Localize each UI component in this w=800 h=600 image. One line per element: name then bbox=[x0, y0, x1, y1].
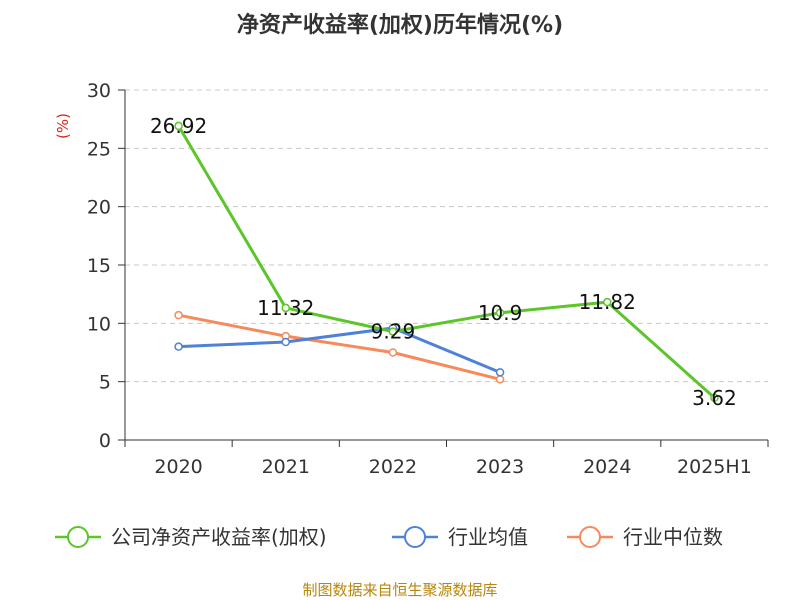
legend-marker bbox=[579, 526, 601, 548]
series-line-1 bbox=[178, 326, 501, 374]
x-tick-label: 2020 bbox=[154, 456, 202, 478]
x-tick-label: 2023 bbox=[476, 456, 524, 478]
data-point bbox=[174, 121, 183, 131]
legend-marker bbox=[67, 526, 89, 548]
data-point bbox=[603, 297, 612, 307]
legend-item-2[interactable]: 行业中位数 bbox=[567, 525, 723, 549]
chart-title: 净资产收益率(加权)历年情况(%) bbox=[237, 12, 563, 38]
data-label: 26.92 bbox=[150, 114, 207, 138]
data-point bbox=[388, 348, 398, 357]
x-tick-label: 2024 bbox=[583, 456, 631, 478]
y-tick-label: 0 bbox=[99, 430, 111, 452]
data-label: 10.9 bbox=[478, 301, 523, 325]
x-tick-label: 2025H1 bbox=[677, 456, 752, 478]
data-point bbox=[281, 303, 290, 313]
y-axis-unit-label: (%) bbox=[54, 113, 72, 139]
data-labels: 26.92 11.32 9.29 10.9 11.82 3.62 bbox=[150, 114, 737, 410]
data-point bbox=[174, 310, 183, 320]
legend: 公司净资产收益率(加权) 行业均值 行业中位数 bbox=[55, 525, 723, 549]
x-tick-label: 2021 bbox=[262, 456, 310, 478]
data-point bbox=[495, 375, 505, 384]
series-lines bbox=[174, 121, 719, 403]
data-label: 11.32 bbox=[257, 296, 314, 320]
legend-marker bbox=[404, 526, 426, 548]
legend-label: 行业均值 bbox=[448, 525, 528, 549]
y-tick-label: 20 bbox=[87, 197, 111, 219]
y-tick-label: 30 bbox=[87, 80, 111, 102]
gridlines bbox=[125, 89, 768, 383]
data-point bbox=[495, 308, 505, 318]
legend-label: 行业中位数 bbox=[623, 525, 723, 549]
data-label: 3.62 bbox=[692, 386, 737, 410]
y-tick-label: 25 bbox=[87, 138, 111, 160]
data-label: 11.82 bbox=[579, 290, 636, 314]
y-tick-label: 10 bbox=[87, 313, 111, 335]
y-tick-label: 15 bbox=[87, 255, 111, 277]
data-source-note: 制图数据来自恒生聚源数据库 bbox=[302, 581, 497, 599]
data-point bbox=[281, 337, 290, 347]
legend-label: 公司净资产收益率(加权) bbox=[111, 525, 327, 549]
series-line-0 bbox=[177, 125, 716, 399]
axes: 0 5 10 15 20 25 30 2020 2021 2022 2023 2024 2025H1 bbox=[87, 80, 769, 478]
data-point bbox=[174, 342, 183, 351]
data-point bbox=[710, 393, 719, 403]
legend-item-0[interactable]: 公司净资产收益率(加权) bbox=[55, 525, 327, 549]
series-line-2 bbox=[178, 313, 501, 381]
data-point bbox=[388, 327, 398, 336]
legend-item-1[interactable]: 行业均值 bbox=[392, 525, 528, 549]
data-label: 9.29 bbox=[371, 320, 416, 344]
y-tick-label: 5 bbox=[99, 372, 111, 394]
x-tick-label: 2022 bbox=[369, 456, 417, 478]
data-point bbox=[495, 368, 505, 377]
